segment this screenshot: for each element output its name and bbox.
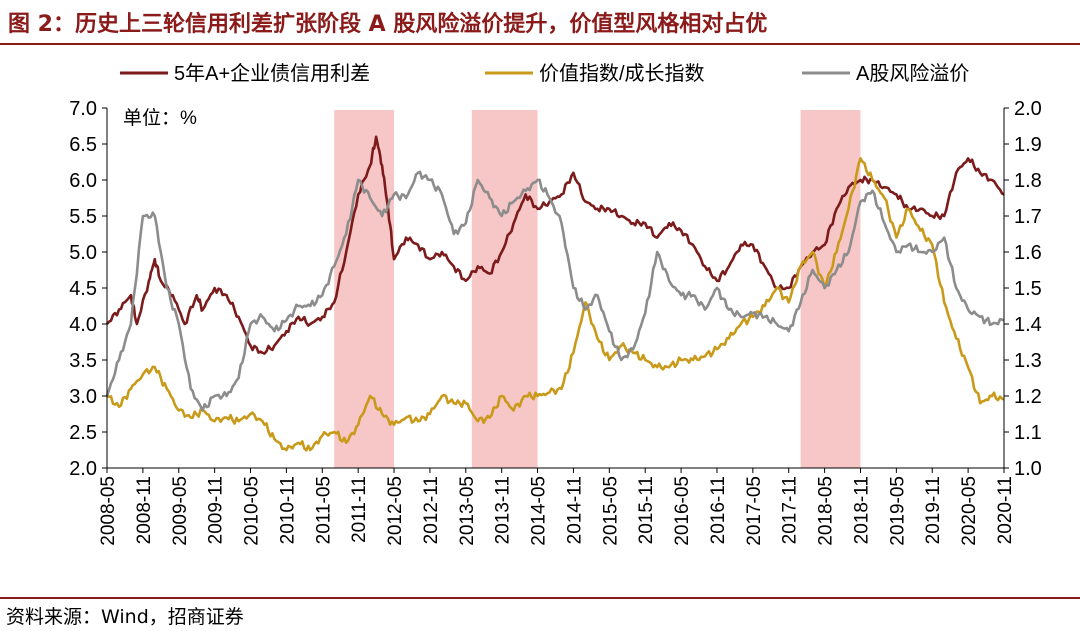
x-tick-label: 2019-05 [887, 476, 908, 546]
x-tick-label: 2015-05 [600, 476, 621, 546]
x-tick-label: 2020-05 [959, 476, 980, 546]
x-tick-label: 2009-05 [170, 476, 191, 546]
x-tick-label: 2009-11 [206, 476, 227, 544]
axes: 2.0 2.5 3.0 3.5 4.0 4.5 5.0 5.5 6.0 6.5 7.0 1.0 1.1 1… [69, 98, 1042, 546]
left-tick-label: 6.0 [69, 170, 97, 192]
x-tick-label: 2011-11 [349, 476, 370, 543]
x-tick-label: 2017-11 [780, 476, 801, 544]
left-tick-label: 4.0 [69, 314, 97, 336]
x-tick-label: 2015-11 [636, 476, 657, 544]
right-tick-label: 1.0 [1014, 458, 1042, 480]
x-tick-label: 2013-11 [493, 476, 514, 544]
right-tick-label: 1.7 [1014, 206, 1042, 228]
legend-label-2: 价值指数/成长指数 [539, 62, 705, 85]
right-tick-label: 1.9 [1014, 134, 1042, 156]
left-tick-label: 5.0 [69, 242, 97, 264]
shaded-period-3 [800, 110, 861, 468]
unit-label: 单位：% [123, 107, 197, 129]
right-tick-label: 1.5 [1014, 278, 1042, 300]
legend: 5年A+企业债信用利差 价值指数/成长指数 A股风险溢价 [120, 62, 969, 85]
series-line-3 [105, 170, 1005, 412]
right-tick-label: 2.0 [1014, 98, 1042, 120]
left-tick-label: 2.0 [69, 458, 97, 480]
right-tick-label: 1.1 [1014, 422, 1042, 444]
left-tick-label: 5.5 [69, 206, 97, 228]
left-tick-label: 2.5 [69, 422, 97, 444]
right-tick-label: 1.4 [1014, 314, 1042, 336]
x-tick-label: 2014-11 [564, 476, 585, 544]
x-tick-label: 2016-11 [708, 476, 729, 544]
series-lines [105, 135, 1005, 452]
x-tick-label: 2010-11 [277, 476, 298, 544]
x-tick-label: 2010-05 [242, 476, 263, 546]
left-tick-label: 3.5 [69, 350, 97, 372]
left-tick-label: 7.0 [69, 98, 97, 120]
x-tick-label: 2017-05 [744, 476, 765, 546]
x-tick-label: 2012-11 [421, 476, 442, 544]
figure-title: 图 2：历史上三轮信用利差扩张阶段 A 股风险溢价提升，价值型风格相对占优 [8, 12, 768, 37]
x-tick-label: 2018-11 [851, 476, 872, 544]
x-tick-label: 2018-05 [816, 476, 837, 546]
legend-label-3: A股风险溢价 [856, 62, 969, 85]
x-tick-label: 2008-11 [134, 476, 155, 544]
x-tick-label: 2011-05 [313, 476, 334, 544]
x-tick-label: 2014-05 [529, 476, 550, 546]
legend-label-1: 5年A+企业债信用利差 [174, 62, 370, 85]
right-tick-label: 1.2 [1014, 386, 1042, 408]
x-tick-label: 2008-05 [98, 476, 119, 546]
left-tick-label: 3.0 [69, 386, 97, 408]
series-line-2 [106, 157, 1005, 452]
shaded-period-1 [334, 110, 395, 468]
right-tick-label: 1.6 [1014, 242, 1042, 264]
right-tick-label: 1.8 [1014, 170, 1042, 192]
series-line-1 [106, 135, 1005, 355]
title-divider [0, 43, 1080, 45]
x-tick-label: 2020-11 [995, 476, 1016, 544]
footer-divider [0, 597, 1080, 599]
x-tick-label: 2019-11 [923, 476, 944, 544]
x-tick-label: 2016-05 [672, 476, 693, 546]
left-tick-label: 4.5 [69, 278, 97, 300]
x-tick-label: 2012-05 [385, 476, 406, 546]
shaded-period-2 [471, 110, 538, 468]
source-note: 资料来源：Wind，招商证券 [6, 606, 244, 628]
x-tick-label: 2013-05 [457, 476, 478, 546]
right-tick-label: 1.3 [1014, 350, 1042, 372]
left-tick-label: 6.5 [69, 134, 97, 156]
